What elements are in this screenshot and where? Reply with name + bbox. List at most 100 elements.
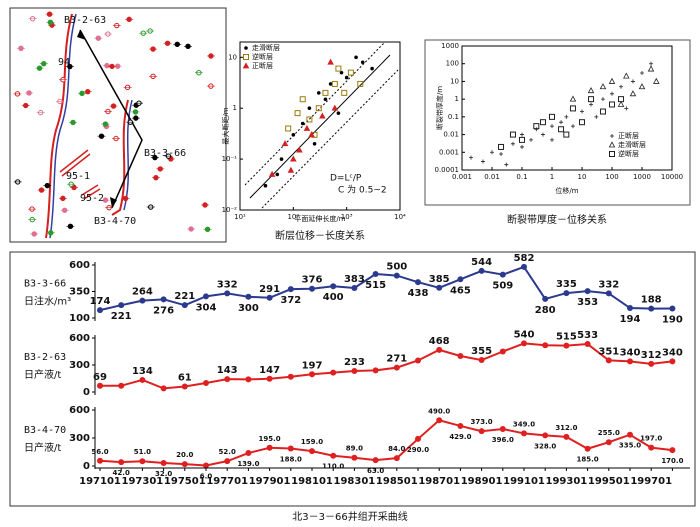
chart-title: 断层位移－长度关系	[275, 229, 365, 242]
point	[287, 445, 294, 452]
legend-marker	[609, 151, 615, 157]
series-line	[99, 265, 673, 312]
point	[97, 382, 103, 389]
point	[335, 65, 342, 72]
x-tick-label: 198701	[418, 476, 460, 487]
point	[599, 83, 607, 90]
point	[308, 131, 315, 138]
point	[569, 95, 577, 102]
legend-label: 走滑断层	[618, 140, 646, 149]
point	[478, 428, 485, 435]
data-label: 372	[280, 295, 301, 306]
point	[539, 119, 546, 126]
point	[357, 80, 364, 87]
point	[360, 60, 365, 65]
x-tick-label: 198301	[334, 476, 376, 487]
data-label: 280	[535, 305, 556, 316]
point	[550, 137, 554, 142]
point	[306, 116, 313, 123]
point	[415, 435, 421, 442]
point	[534, 127, 539, 132]
point	[139, 458, 146, 465]
point	[436, 417, 443, 424]
point	[669, 447, 676, 454]
x-tick-label: 197101	[79, 476, 121, 487]
point	[263, 183, 268, 188]
y-tick-label: 600	[69, 405, 90, 416]
y-tick-label: 0	[83, 461, 90, 472]
data-label: 197.0	[640, 435, 662, 443]
point	[640, 70, 644, 75]
y-tick-label: 300	[69, 360, 90, 371]
point	[542, 432, 549, 439]
data-label: 174	[90, 296, 111, 307]
y-tick-label: 600	[69, 333, 90, 344]
data-label: 332	[217, 279, 238, 290]
data-label: 353	[577, 297, 598, 308]
point	[415, 279, 421, 286]
point	[457, 353, 464, 359]
data-label: 221	[174, 291, 195, 302]
point	[290, 155, 297, 162]
data-label: 147	[259, 365, 280, 376]
y-tick-label: 1000	[441, 42, 459, 50]
point	[563, 433, 570, 440]
point	[653, 77, 660, 84]
data-label: 291	[259, 284, 280, 295]
point	[669, 305, 676, 312]
point	[563, 290, 570, 297]
point	[245, 450, 252, 457]
point	[299, 96, 306, 103]
point	[266, 444, 273, 451]
point	[609, 101, 615, 108]
data-label: 515	[556, 332, 577, 343]
point	[584, 341, 591, 348]
well-label: B3-4-70	[94, 216, 136, 227]
legend-label: 走滑断层	[252, 43, 280, 52]
point	[600, 97, 605, 102]
plot-frame	[461, 45, 673, 171]
point	[605, 357, 612, 364]
point	[393, 455, 400, 462]
annotation: D=Lᶜ/P	[330, 174, 362, 184]
data-label: 335	[556, 279, 577, 290]
data-label: 190	[662, 314, 683, 325]
point	[224, 290, 231, 297]
data-label: 69	[93, 372, 107, 383]
legend-marker	[610, 134, 614, 138]
data-label: 544	[471, 257, 492, 268]
point	[351, 368, 358, 375]
point	[181, 302, 188, 309]
point	[498, 143, 505, 150]
point	[478, 267, 485, 274]
point	[480, 159, 485, 164]
point	[309, 371, 315, 378]
y-tick-label: 600	[69, 260, 90, 271]
data-label: 340	[620, 347, 641, 358]
chart-frame	[424, 39, 691, 206]
point	[627, 358, 633, 365]
point	[285, 125, 292, 132]
x-tick-label: 198501	[376, 476, 418, 487]
fault-red	[81, 184, 101, 200]
well-map: B3-2-63 94 B3-3-66 95-1 95-2 B3-4-70	[9, 7, 227, 243]
x-tick-label: 0.1	[516, 173, 527, 181]
x-tick-label: 10³	[341, 213, 353, 221]
x-tick-label: 0.001	[452, 173, 472, 181]
point	[181, 461, 188, 468]
point	[605, 290, 612, 297]
data-label: 276	[153, 305, 174, 316]
well-label: 95-1	[66, 171, 90, 182]
point	[160, 460, 167, 467]
series-title: B3-2-63	[24, 352, 66, 363]
point	[550, 124, 554, 129]
point	[97, 457, 103, 464]
legend-label: 逆断层	[618, 149, 639, 158]
y-axis-label: 最大断距/m	[221, 107, 230, 144]
point	[436, 346, 443, 353]
curves-frame	[9, 251, 696, 507]
legend-marker	[608, 141, 616, 148]
well-label: B3-2-63	[64, 15, 106, 26]
point	[347, 69, 354, 76]
point	[564, 114, 569, 119]
